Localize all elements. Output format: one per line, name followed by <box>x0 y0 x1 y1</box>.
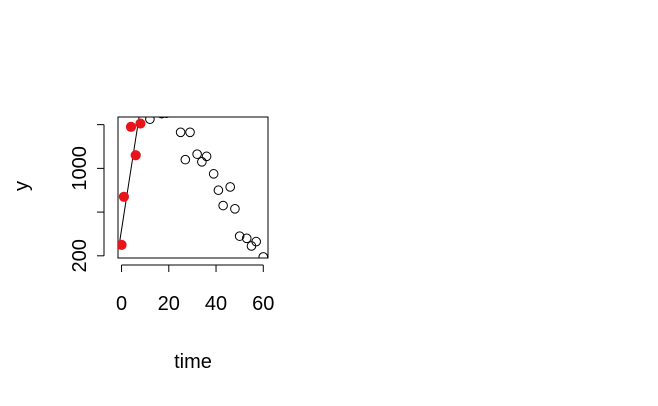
data-point <box>185 127 195 138</box>
highlighted-point <box>130 150 141 161</box>
y-tick-label: 200 <box>69 239 91 272</box>
highlighted-point <box>118 191 130 202</box>
x-tick-label: 60 <box>252 293 274 315</box>
data-point <box>167 108 176 117</box>
data-point <box>158 117 166 119</box>
data-point <box>258 252 268 258</box>
y-tick-label: 1000 <box>69 146 91 191</box>
data-point <box>241 233 252 244</box>
x-tick-label: 20 <box>158 293 180 315</box>
data-point <box>251 236 261 247</box>
data-point <box>152 117 157 118</box>
data-point <box>213 185 224 196</box>
data-point <box>141 107 150 116</box>
data-point <box>225 182 236 192</box>
data-point <box>234 231 245 241</box>
highlighted-point <box>135 118 146 129</box>
x-tick-label: 0 <box>116 293 127 315</box>
data-point <box>192 149 202 159</box>
data-point <box>201 151 212 162</box>
plot-area <box>118 107 268 258</box>
y-axis: 200 1000 <box>69 124 105 273</box>
data-point <box>208 169 219 179</box>
highlighted-point <box>118 239 127 250</box>
data-point <box>145 117 155 124</box>
data-point <box>180 154 191 165</box>
plot-frame <box>117 116 269 259</box>
x-axis-label: time <box>174 351 212 373</box>
data-point <box>163 117 170 118</box>
data-point <box>218 200 228 211</box>
data-point <box>175 127 186 138</box>
data-point <box>197 157 207 167</box>
y-axis-label: y <box>11 181 33 191</box>
x-axis: 0 20 40 60 <box>116 264 274 315</box>
highlighted-point <box>125 121 137 132</box>
x-tick-label: 40 <box>205 293 227 315</box>
data-point <box>230 204 240 214</box>
